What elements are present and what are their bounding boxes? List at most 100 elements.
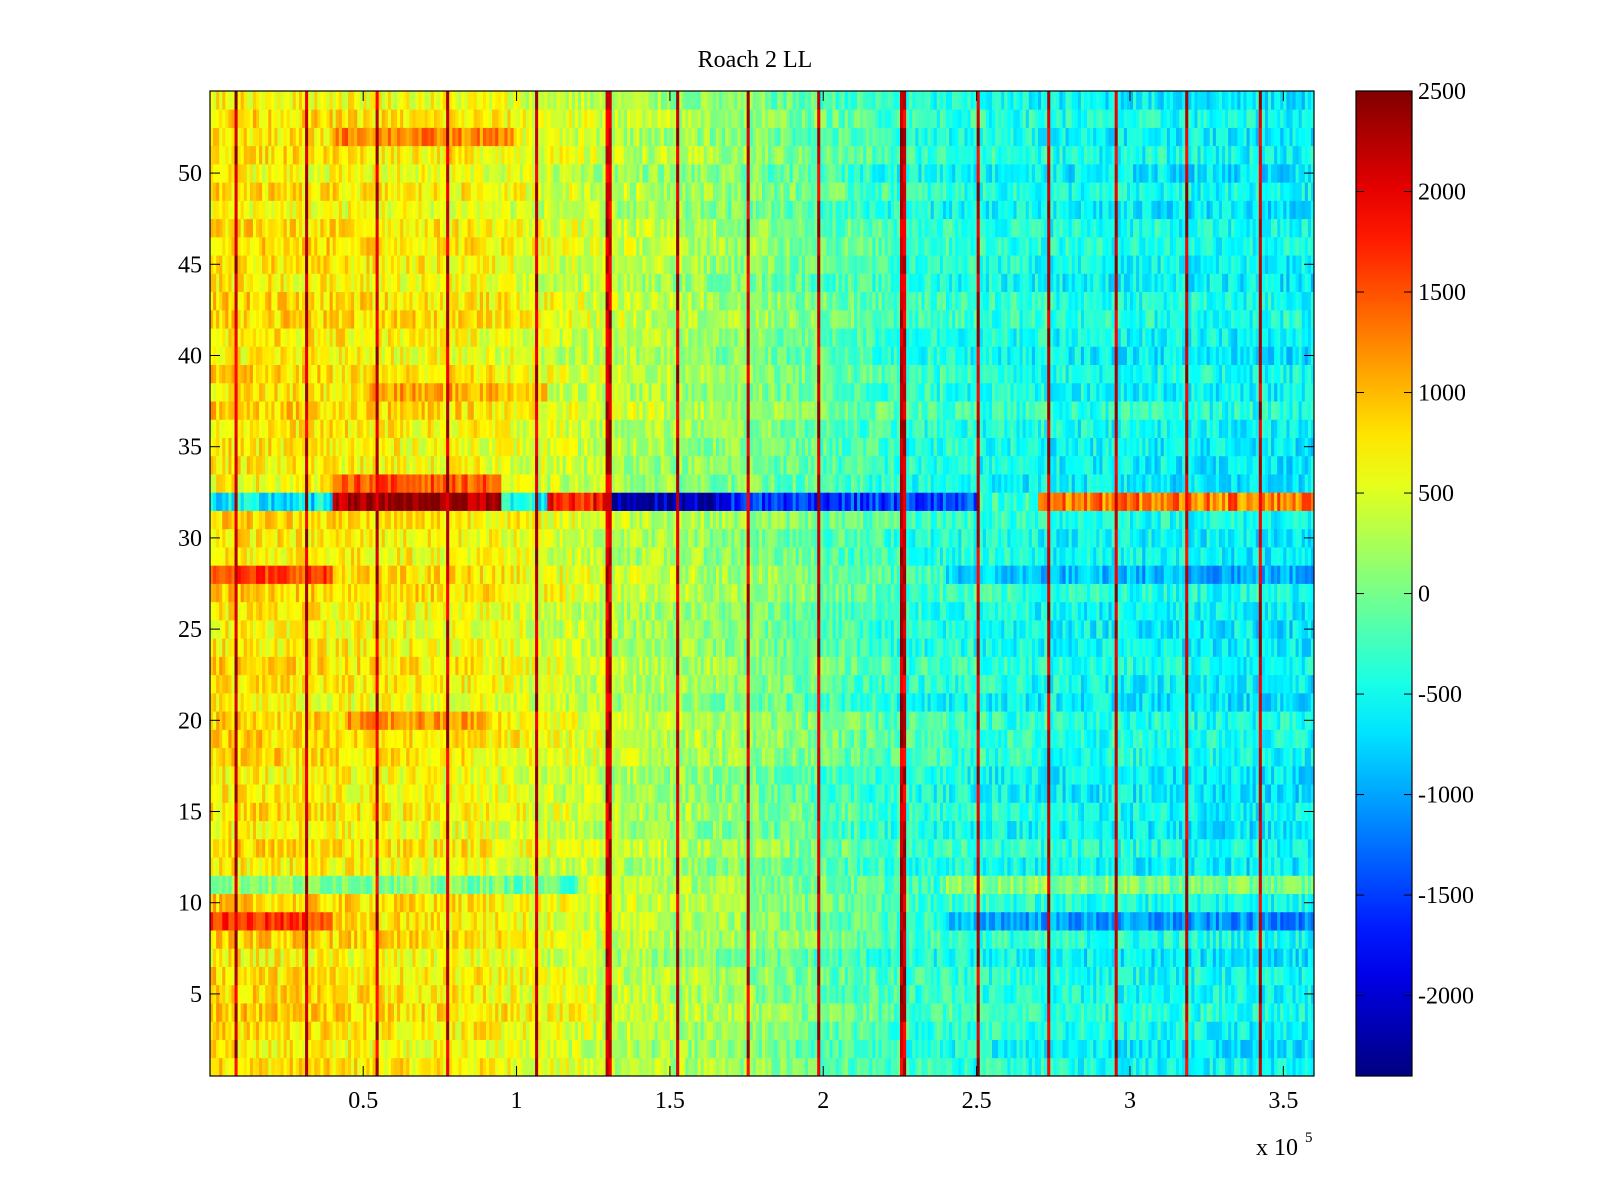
heatmap-cell [382, 839, 385, 858]
heatmap-cell [658, 894, 661, 913]
heatmap-cell [550, 930, 553, 949]
heatmap-cell [894, 894, 897, 913]
heatmap-cell [419, 839, 422, 858]
heatmap-cell [1109, 839, 1112, 858]
heatmap-cell [351, 1003, 354, 1022]
heatmap-cell [431, 821, 434, 840]
heatmap-cell [213, 1040, 216, 1059]
heatmap-cell [1216, 1058, 1219, 1077]
heatmap-cell [900, 839, 903, 858]
heatmap-cell [682, 821, 685, 840]
heatmap-cell [1213, 875, 1216, 894]
heatmap-cell [808, 930, 811, 949]
heatmap-cell [1130, 875, 1133, 894]
heatmap-cell [1293, 839, 1296, 858]
heatmap-cell [925, 839, 928, 858]
heatmap-cell [731, 912, 734, 931]
heatmap-cell [302, 1040, 305, 1059]
heatmap-cell [940, 948, 943, 967]
heatmap-cell [747, 875, 750, 894]
heatmap-cell [814, 894, 817, 913]
heatmap-cell [388, 1040, 391, 1059]
heatmap-cell [1084, 985, 1087, 1004]
heatmap-cell [1296, 1021, 1299, 1040]
heatmap-cell [532, 912, 535, 931]
heatmap-cell [265, 875, 268, 894]
heatmap-cell [345, 985, 348, 1004]
heatmap-cell [1268, 1058, 1271, 1077]
heatmap-cell [958, 912, 961, 931]
heatmap-cell [652, 875, 655, 894]
heatmap-cell [940, 875, 943, 894]
heatmap-cell [612, 1003, 615, 1022]
heatmap-cell [1262, 912, 1265, 931]
heatmap-cell [1038, 894, 1041, 913]
heatmap-cell [875, 967, 878, 986]
heatmap-cell [351, 912, 354, 931]
heatmap-cell [980, 1003, 983, 1022]
heatmap-cell [765, 1003, 768, 1022]
heatmap-cell [222, 839, 225, 858]
heatmap-cell [771, 948, 774, 967]
heatmap-cell [961, 875, 964, 894]
heatmap-cell [771, 875, 774, 894]
heatmap-cell [1182, 1021, 1185, 1040]
heatmap-cell [891, 1058, 894, 1077]
heatmap-cell [1047, 1058, 1050, 1077]
heatmap-cell [983, 875, 986, 894]
heatmap-cell [391, 857, 394, 876]
heatmap-cell [357, 1021, 360, 1040]
heatmap-cell [707, 1058, 710, 1077]
heatmap-cell [277, 857, 280, 876]
heatmap-cell [507, 1021, 510, 1040]
heatmap-cell [268, 1021, 271, 1040]
heatmap-cell [836, 1021, 839, 1040]
heatmap-cell [860, 1058, 863, 1077]
heatmap-cell [820, 967, 823, 986]
heatmap-cell [630, 1058, 633, 1077]
heatmap-cell [1087, 948, 1090, 967]
heatmap-cell [695, 839, 698, 858]
heatmap-cell [897, 894, 900, 913]
heatmap-cell [829, 821, 832, 840]
heatmap-cell [1026, 948, 1029, 967]
heatmap-cell [725, 967, 728, 986]
heatmap-cell [946, 985, 949, 1004]
heatmap-cell [1059, 821, 1062, 840]
heatmap-cell [523, 839, 526, 858]
heatmap-cell [823, 821, 826, 840]
heatmap-cell [1139, 857, 1142, 876]
heatmap-cell [391, 1058, 394, 1077]
heatmap-cell [609, 948, 612, 967]
heatmap-cell [977, 967, 980, 986]
heatmap-cell [382, 912, 385, 931]
heatmap-cell [1219, 967, 1222, 986]
heatmap-cell [826, 875, 829, 894]
heatmap-cell [1090, 839, 1093, 858]
heatmap-cell [317, 821, 320, 840]
heatmap-cell [1305, 1058, 1308, 1077]
heatmap-cell [1234, 912, 1237, 931]
heatmap-cell [1023, 821, 1026, 840]
heatmap-cell [639, 1003, 642, 1022]
heatmap-cell [903, 912, 906, 931]
heatmap-cell [854, 930, 857, 949]
heatmap-cell [1219, 894, 1222, 913]
heatmap-cell [228, 1021, 231, 1040]
heatmap-cell [339, 967, 342, 986]
heatmap-cell [912, 857, 915, 876]
heatmap-cell [649, 967, 652, 986]
heatmap-cell [655, 821, 658, 840]
heatmap-cell [314, 967, 317, 986]
heatmap-cell [845, 875, 848, 894]
heatmap-cell [1243, 875, 1246, 894]
heatmap-cell [765, 1021, 768, 1040]
heatmap-cell [354, 857, 357, 876]
heatmap-cell [593, 857, 596, 876]
heatmap-cell [921, 821, 924, 840]
heatmap-cell [256, 967, 259, 986]
heatmap-cell [1161, 839, 1164, 858]
heatmap-cell [271, 839, 274, 858]
heatmap-cell [1115, 821, 1118, 840]
heatmap-cell [330, 1058, 333, 1077]
